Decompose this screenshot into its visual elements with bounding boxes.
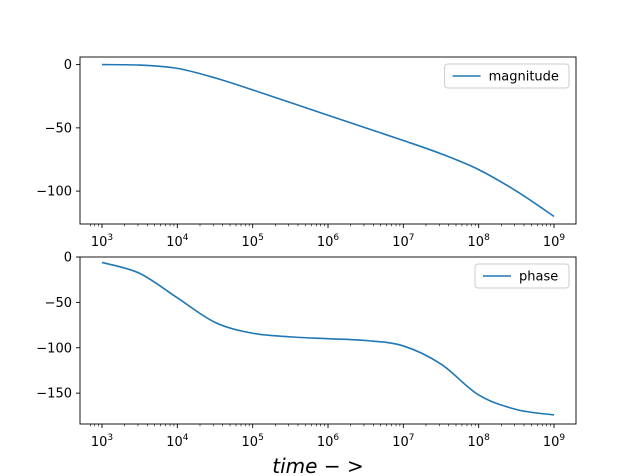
x-tick-label: 108 (468, 433, 491, 450)
x-tick-label: 106 (317, 433, 340, 450)
x-tick-label: 107 (392, 433, 414, 450)
x-axis-label: time − > (272, 454, 363, 476)
legend-label: magnitude (489, 70, 559, 85)
x-tick-label: 106 (317, 233, 340, 250)
y-tick-label: 0 (64, 58, 72, 73)
y-tick-label: −50 (45, 121, 72, 136)
legend-box (444, 63, 570, 89)
x-tick-label: 105 (242, 233, 264, 250)
subplot-phase: 103 104 105 106 107 108 109 0 −50 −100 −150 phase ti… (36, 251, 577, 476)
x-tick-label: 105 (242, 433, 264, 450)
x-tick-label: 109 (543, 233, 566, 250)
series-line-phase (101, 261, 555, 416)
x-tick-label: 103 (91, 433, 113, 450)
subplot-magnitude: 103 104 105 106 107 108 109 0 −50 −100 magnitude (36, 56, 577, 250)
x-tick-label: 107 (392, 233, 414, 250)
x-tick-label: 103 (91, 233, 113, 250)
x-tick-label: 104 (166, 233, 189, 250)
y-tick-label: 0 (64, 251, 72, 266)
x-tick-label: 104 (166, 433, 189, 450)
y-tick-label: −100 (36, 185, 72, 200)
y-tick-label: −50 (45, 296, 72, 311)
y-tick-label: −100 (36, 341, 72, 356)
x-tick-label: 108 (468, 233, 491, 250)
legend: magnitude (444, 63, 570, 89)
legend-label: phase (519, 270, 558, 285)
y-tick-label: −150 (36, 387, 72, 402)
x-tick-label: 109 (543, 433, 566, 450)
legend: phase (474, 263, 570, 289)
legend-box (474, 263, 570, 289)
series-line-magnitude (101, 63, 555, 218)
